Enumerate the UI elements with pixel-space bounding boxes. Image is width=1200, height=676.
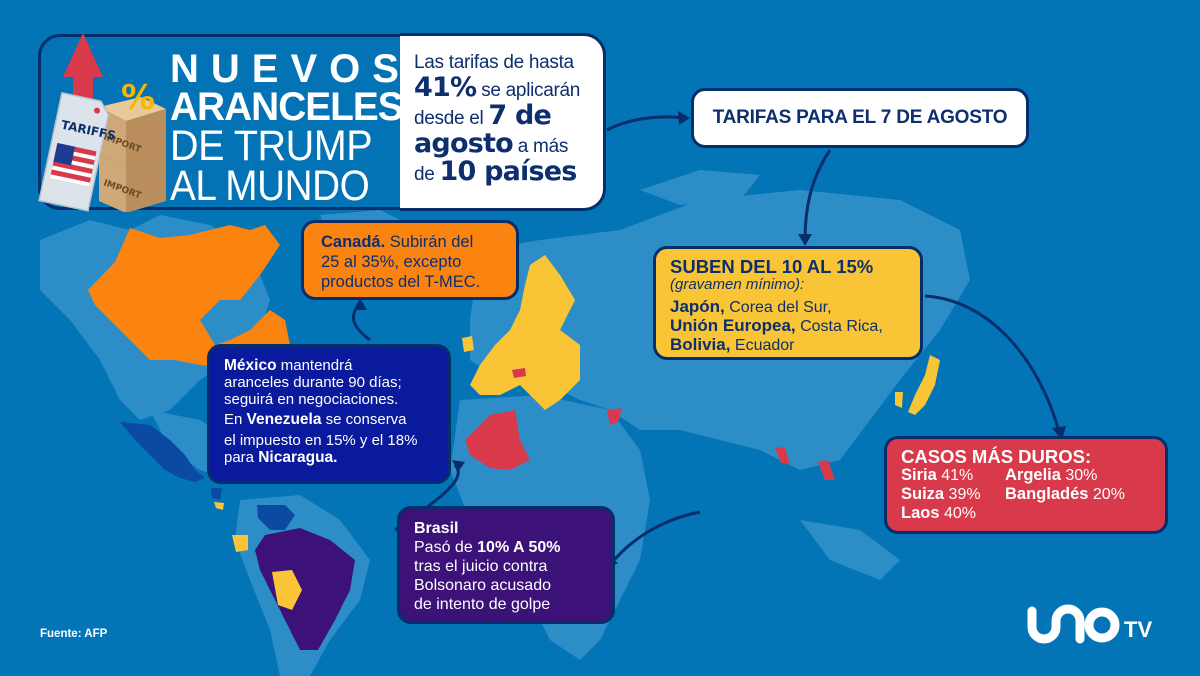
title-line-3: DE TRUMP xyxy=(170,122,373,170)
nicaragua-region xyxy=(211,488,222,500)
canada-region xyxy=(88,225,290,368)
page-title: NUEVOS ARANCELES DE TRUMP AL MUNDO xyxy=(170,47,411,210)
brazil-region xyxy=(255,528,355,650)
syria-region xyxy=(607,408,622,425)
costa-rica-region xyxy=(214,502,224,510)
japan-region xyxy=(908,355,940,415)
ecuador-region xyxy=(232,535,248,552)
title-line-4: AL MUNDO xyxy=(170,162,370,210)
bolivia-region xyxy=(272,570,302,610)
casos-card: CASOS MÁS DUROS: Siria 41% Argelia 30% S… xyxy=(884,436,1168,534)
switzerland-region xyxy=(512,368,526,378)
suben-subtitle: (gravamen mínimo): xyxy=(670,276,805,293)
eu-region xyxy=(470,255,580,410)
canada-card: Canadá. Subirán del 25 al 35%, excepto p… xyxy=(301,220,519,300)
casos-item: Bangladés 20% xyxy=(1005,485,1125,503)
casos-item: Siria 41% xyxy=(901,466,974,484)
ireland-region xyxy=(462,336,474,352)
summary-line-3: desde el 7 de xyxy=(414,100,552,131)
korea-region xyxy=(895,392,903,408)
mexico-region xyxy=(120,422,205,482)
up-arrow-icon xyxy=(63,33,103,107)
title-line-1: NUEVOS xyxy=(170,47,411,91)
suben-line: Bolivia, Ecuador xyxy=(670,335,795,355)
bangladesh-region xyxy=(775,447,790,465)
summary-line-2: 41% se aplicarán xyxy=(414,72,581,103)
casos-item: Argelia 30% xyxy=(1005,466,1098,484)
laos-region xyxy=(818,460,835,480)
tarifas-label: TARIFAS PARA EL 7 DE AGOSTO xyxy=(691,88,1029,148)
tariff-illustration: IMPORT IMPORT % TARIFFS xyxy=(38,33,166,212)
title-line-2: ARANCELES xyxy=(170,85,404,129)
suben-title: SUBEN DEL 10 AL 15% xyxy=(670,256,874,277)
casos-title: CASOS MÁS DUROS: xyxy=(901,446,1092,467)
mexico-card: México mantendrá aranceles durante 90 dí… xyxy=(207,344,451,484)
import-boxes-icon: IMPORT IMPORT xyxy=(99,97,166,212)
venezuela-region xyxy=(257,505,295,530)
percent-icon: % xyxy=(121,78,155,118)
source-credit: Fuente: AFP xyxy=(40,628,108,640)
casos-item: Suiza 39% xyxy=(901,485,981,503)
summary-line-5: de 10 países xyxy=(414,156,577,187)
summary-line-1: Las tarifas de hasta xyxy=(414,52,574,73)
unotv-logo-icon: TV xyxy=(1027,604,1152,644)
casos-list: Siria 41% Argelia 30% Suiza 39% Bangladé… xyxy=(901,466,1165,523)
tariffs-tag-icon: TARIFFS xyxy=(38,92,117,212)
suben-card: SUBEN DEL 10 AL 15% (gravamen mínimo): J… xyxy=(653,246,923,360)
algeria-region xyxy=(465,410,530,470)
svg-text:TV: TV xyxy=(1124,617,1152,642)
summary-panel: Las tarifas de hasta 41% se aplicarán de… xyxy=(400,33,606,211)
casos-item: Laos 40% xyxy=(901,504,976,522)
brasil-card: Brasil Pasó de 10% A 50% tras el juicio … xyxy=(397,506,615,624)
summary-line-4: agosto a más xyxy=(414,128,569,159)
suben-line: Japón, Corea del Sur, xyxy=(670,297,832,317)
suben-line: Unión Europea, Costa Rica, xyxy=(670,316,883,336)
